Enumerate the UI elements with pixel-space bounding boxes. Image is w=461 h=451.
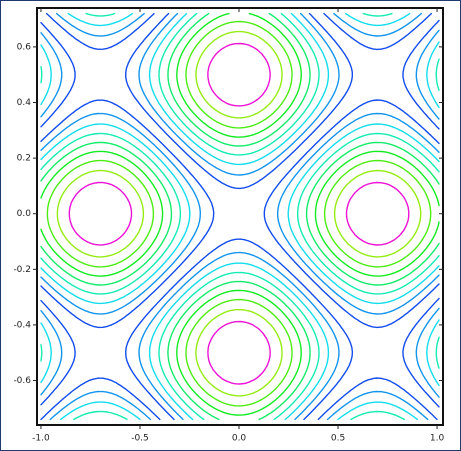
streamline	[40, 12, 440, 421]
x-tick-label: -1.0	[32, 434, 50, 444]
y-tick-label: -0.6	[13, 376, 31, 386]
y-tick-label: 0.2	[17, 154, 31, 164]
y-tick-label: 0.6	[17, 42, 32, 52]
streamline	[40, 12, 440, 421]
streamline	[40, 12, 440, 421]
x-tick-label: 1.0	[430, 434, 445, 444]
plot-frame	[36, 7, 444, 426]
streamline	[40, 12, 440, 421]
x-tick-label: 0.5	[331, 434, 345, 444]
streamline	[56, 169, 422, 258]
streamline	[46, 159, 432, 268]
streamline	[40, 12, 440, 421]
streamline	[195, 30, 283, 397]
streamline	[40, 12, 440, 421]
streamline	[40, 141, 440, 286]
streamline	[207, 42, 271, 385]
streamline	[176, 12, 302, 416]
streamlines	[40, 12, 440, 421]
y-tick-label: -0.2	[13, 265, 31, 275]
y-tick-label: 0.4	[17, 98, 32, 108]
streamline	[185, 20, 293, 407]
x-tick-label: 0.0	[232, 434, 247, 444]
y-tick-label: -0.4	[13, 320, 31, 330]
streamline	[40, 12, 440, 421]
x-tick-label: -0.5	[131, 434, 149, 444]
streamline	[167, 12, 311, 421]
streamline	[40, 12, 440, 421]
streamline	[40, 150, 440, 277]
y-tick-label: 0.0	[17, 209, 32, 219]
streamline	[68, 181, 410, 246]
